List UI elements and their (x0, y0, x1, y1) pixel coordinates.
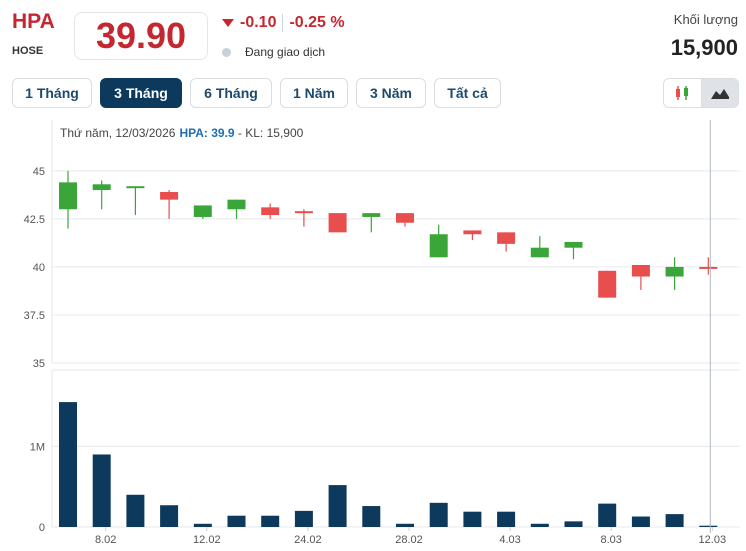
candle-body (227, 199, 246, 210)
chart-type-toggle (663, 78, 739, 108)
candle-body (463, 230, 482, 235)
x-tick-label: 8.03 (600, 534, 621, 546)
volume-tick-label: 1M (30, 441, 45, 453)
volume-bar (126, 494, 145, 527)
exchange-label: HOSE (12, 45, 44, 57)
current-price: 39.90 (95, 15, 187, 56)
price-tick-label: 42.5 (24, 214, 45, 226)
trading-status: Đang giao dịch (222, 45, 325, 59)
candle-body (429, 234, 448, 258)
candle-body (598, 270, 617, 298)
price-volume-chart: Thứ năm, 12/03/2026 HPA: 39.9 - KL: 15,90… (24, 120, 740, 546)
price-box: 39.90 (74, 12, 208, 60)
x-tick-label: 28.02 (395, 534, 423, 546)
price-tick-label: 45 (33, 166, 45, 178)
status-dot-icon (222, 47, 231, 57)
candle-body (261, 207, 280, 216)
area-chart-icon (710, 89, 729, 99)
area-chart-toggle-button[interactable] (700, 79, 738, 107)
volume-bar (227, 515, 246, 527)
x-tick-label: 24.02 (294, 534, 322, 546)
volume-bar (530, 523, 549, 527)
volume-bar (160, 505, 179, 527)
volume-bar (294, 510, 313, 527)
volume-bar (261, 515, 280, 527)
candle-body (160, 191, 179, 200)
tab-all[interactable]: Tất cả (434, 78, 501, 108)
volume-bar (665, 514, 684, 527)
tab-6-months[interactable]: 6 Tháng (190, 78, 272, 108)
volume-bar (193, 523, 212, 527)
volume-tick-label: 0 (39, 522, 45, 534)
candlestick-icon (676, 86, 689, 100)
price-change: -0.10 (240, 14, 277, 31)
x-tick-label: 8.02 (95, 534, 116, 546)
price-change-percent: -0.25 % (289, 14, 345, 31)
volume-value: 15,900 (670, 35, 738, 60)
volume-bar (429, 502, 448, 527)
volume-bar (463, 511, 482, 527)
change-row: -0.10 -0.25 % (222, 14, 345, 32)
candle-body (699, 266, 718, 269)
ticker-symbol: HPA (12, 10, 55, 33)
volume-bar (396, 523, 414, 527)
tab-1-year[interactable]: 1 Năm (280, 78, 348, 108)
volume-bar (497, 511, 516, 527)
x-tick-label: 4.03 (499, 534, 520, 546)
volume-bar (598, 503, 617, 527)
volume-bar (699, 525, 718, 527)
candle-body (328, 213, 347, 233)
status-text: Đang giao dịch (245, 45, 326, 59)
price-tick-label: 40 (33, 262, 45, 274)
candle-body (665, 266, 684, 277)
tab-3-years[interactable]: 3 Năm (356, 78, 426, 108)
price-tick-label: 37.5 (24, 310, 45, 322)
price-down-icon (222, 19, 234, 27)
candle-body (294, 211, 313, 214)
tab-3-months[interactable]: 3 Tháng (100, 78, 182, 108)
volume-bar (59, 402, 77, 527)
candle-body (564, 241, 583, 248)
volume-bar (92, 454, 111, 527)
x-tick-label: 12.02 (193, 534, 221, 546)
volume-bar (328, 485, 347, 527)
candle-body (497, 232, 516, 244)
candle-body (362, 213, 381, 217)
tab-1-month[interactable]: 1 Tháng (12, 78, 92, 108)
candle-body (59, 182, 77, 210)
change-divider (282, 14, 284, 32)
candle-body (631, 265, 650, 277)
candle-body (126, 186, 145, 189)
candle-body (396, 213, 414, 223)
price-tick-label: 35 (33, 358, 45, 370)
volume-bar (362, 506, 381, 527)
volume-bar (564, 521, 583, 527)
x-tick-label: 12.03 (699, 534, 727, 546)
volume-label: Khối lượng (673, 12, 738, 27)
candle-body (530, 247, 549, 258)
volume-bar (631, 516, 650, 527)
candle-body (193, 205, 212, 217)
candle-body (92, 184, 111, 191)
tooltip-date: Thứ năm, 12/03/2026 HPA: 39.9 - KL: 15,90… (60, 126, 304, 140)
candlestick-toggle-button[interactable] (664, 79, 701, 107)
